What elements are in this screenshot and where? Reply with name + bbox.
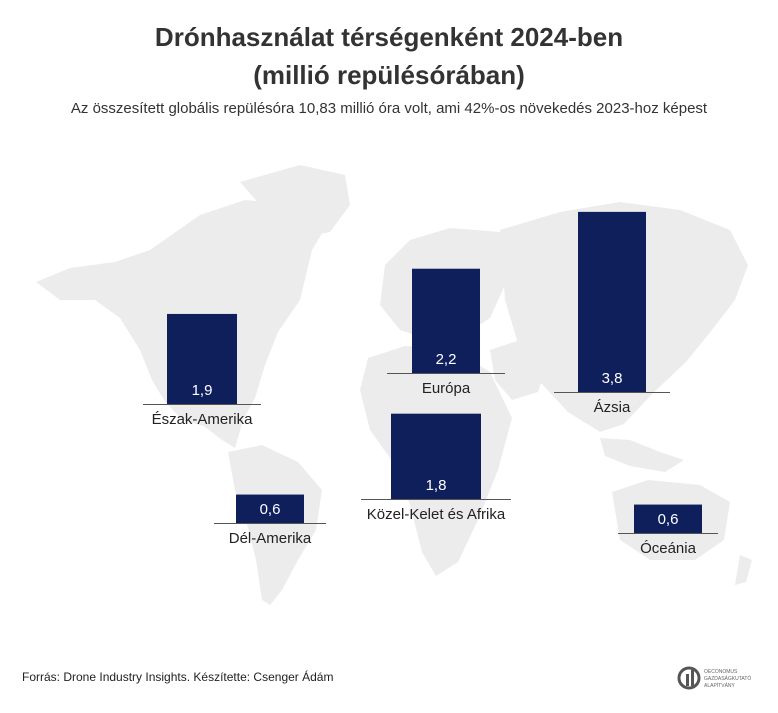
chart-title-line1: Drónhasználat térségenként 2024-ben (154, 22, 624, 52)
source-note: Forrás: Drone Industry Insights. Készíte… (22, 670, 334, 684)
logo-line-3: ALAPÍTVÁNY (704, 682, 736, 689)
bar-kozel-kelet-es-afrika (391, 413, 481, 499)
category-label-kozel-kelet-es-afrika: Közel-Kelet és Afrika (367, 506, 506, 523)
value-label-eszak-amerika: 1,9 (192, 382, 213, 399)
chart-subtitle: Az összesített globális repülésóra 10,83… (70, 100, 708, 117)
value-label-oceania: 0,6 (658, 511, 679, 528)
logo-line-1: OECONOMUS (704, 669, 738, 675)
category-label-del-amerika: Dél-Amerika (229, 530, 312, 547)
value-label-del-amerika: 0,6 (260, 501, 281, 518)
chart-title-line2: (millió repülésórában) (253, 60, 525, 90)
chart-title: Drónhasználat térségenként 2024-ben (mil… (0, 18, 778, 94)
category-label-eszak-amerika: Észak-Amerika (152, 411, 254, 428)
logo-line-2: GAZDASÁGKUTATÓ (704, 675, 751, 682)
bar-azsia (578, 211, 646, 392)
category-label-oceania: Óceánia (640, 540, 697, 557)
oeconomus-logo: OECONOMUS GAZDASÁGKUTATÓ ALAPÍTVÁNY (677, 666, 751, 690)
bar-oceania (634, 504, 702, 533)
value-label-kozel-kelet-es-afrika: 1,8 (426, 477, 447, 494)
category-label-azsia: Ázsia (594, 399, 631, 416)
value-label-europa: 2,2 (436, 351, 457, 368)
bar-eszak-amerika (167, 313, 237, 404)
bars-layer: 1,9 Észak-Amerika 2,2 Európa 3,8 Ázsia 1,8 Köze… (143, 211, 718, 557)
category-label-europa: Európa (422, 380, 471, 397)
bar-del-amerika (236, 494, 304, 523)
value-label-azsia: 3,8 (602, 370, 623, 387)
bar-europa (412, 268, 480, 373)
